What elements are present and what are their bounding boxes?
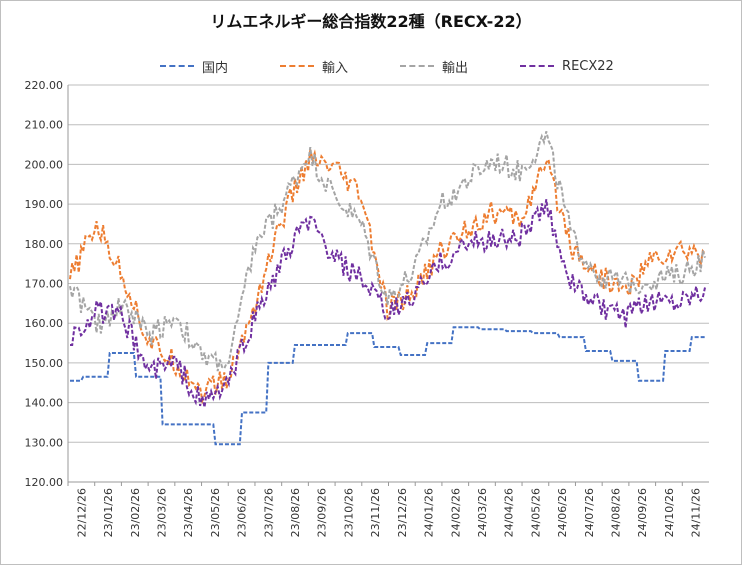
x-tick-label: 23/07/26 bbox=[262, 488, 275, 537]
legend-label-domestic: 国内 bbox=[202, 60, 229, 76]
series-line-0 bbox=[70, 326, 705, 446]
x-tick-label: 24/03/26 bbox=[476, 488, 489, 537]
y-tick-label: 160.00 bbox=[25, 317, 64, 330]
x-tick-label: 22/12/26 bbox=[75, 488, 88, 537]
x-tick-label: 24/07/26 bbox=[583, 488, 596, 537]
x-tick-label: 23/10/26 bbox=[342, 488, 355, 537]
x-tick-label: 23/01/26 bbox=[102, 488, 115, 537]
legend-item-export: 輸出 bbox=[400, 56, 468, 76]
x-tick-label: 23/08/26 bbox=[289, 488, 302, 537]
series-line-3 bbox=[70, 199, 706, 408]
y-tick-label: 220.00 bbox=[25, 79, 64, 92]
x-tick-label: 23/03/26 bbox=[155, 488, 168, 537]
y-tick-label: 180.00 bbox=[25, 238, 64, 251]
x-tick-label: 24/09/26 bbox=[636, 488, 649, 537]
series-line-2 bbox=[69, 131, 706, 372]
legend-swatch-domestic bbox=[160, 65, 194, 67]
y-tick-label: 140.00 bbox=[25, 397, 64, 410]
y-tick-label: 200.00 bbox=[25, 158, 64, 171]
legend-item-domestic: 国内 bbox=[160, 56, 228, 76]
x-tick-label: 23/06/26 bbox=[236, 488, 249, 537]
series-line-1 bbox=[69, 149, 706, 405]
x-tick-label: 24/08/26 bbox=[610, 488, 623, 537]
y-tick-label: 170.00 bbox=[25, 278, 64, 291]
x-tick-label: 24/10/26 bbox=[663, 488, 676, 537]
legend-label-recx22: RECX22 bbox=[562, 58, 614, 74]
x-tick-label: 23/02/26 bbox=[129, 488, 142, 537]
legend-label-export: 輸出 bbox=[442, 60, 469, 76]
x-tick-label: 24/04/26 bbox=[503, 488, 516, 537]
y-tick-label: 130.00 bbox=[25, 436, 64, 449]
x-tick-label: 23/09/26 bbox=[316, 488, 329, 537]
x-tick-label: 24/02/26 bbox=[449, 488, 462, 537]
x-tick-label: 24/01/26 bbox=[423, 488, 436, 537]
legend-item-import: 輸入 bbox=[280, 56, 348, 76]
legend-swatch-import bbox=[280, 65, 315, 67]
x-tick-label: 23/12/26 bbox=[396, 488, 409, 537]
legend-swatch-recx22 bbox=[520, 65, 555, 67]
x-tick-label: 23/05/26 bbox=[209, 488, 222, 537]
legend: 国内 輸入 輸出 RECX22 bbox=[160, 56, 614, 76]
x-tick-label: 24/05/26 bbox=[529, 488, 542, 537]
y-tick-label: 190.00 bbox=[25, 198, 64, 211]
x-tick-label: 23/11/26 bbox=[369, 488, 382, 537]
y-tick-label: 120.00 bbox=[25, 476, 64, 489]
legend-swatch-export bbox=[400, 65, 435, 67]
x-tick-label: 23/04/26 bbox=[182, 488, 195, 537]
x-tick-label: 24/11/26 bbox=[690, 488, 703, 537]
legend-label-import: 輸入 bbox=[322, 60, 349, 76]
y-tick-label: 210.00 bbox=[25, 119, 64, 132]
y-tick-label: 150.00 bbox=[25, 357, 64, 370]
legend-item-recx22: RECX22 bbox=[520, 56, 614, 76]
chart-title: リムエネルギー総合指数22種（RECX-22） bbox=[210, 12, 532, 31]
x-tick-label: 24/06/26 bbox=[556, 488, 569, 537]
